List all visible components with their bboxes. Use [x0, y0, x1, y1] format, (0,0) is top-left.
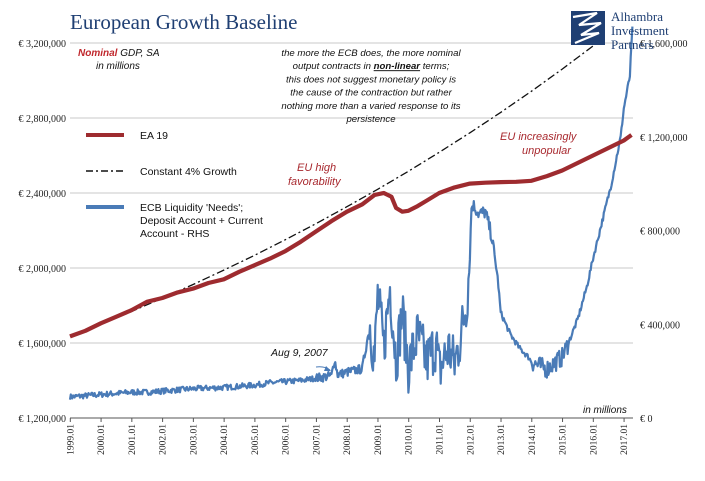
- y-left-tick-label: € 1,200,000: [19, 414, 67, 425]
- annotation-eu-high-2: favorability: [288, 176, 342, 188]
- x-tick-label: 2017.01: [620, 424, 630, 455]
- x-tick-label: 2013.01: [497, 424, 507, 455]
- left-axis: € 1,200,000 € 1,600,000 € 2,000,000 € 2,400…: [19, 39, 67, 425]
- x-tick-label: 2014.01: [528, 424, 538, 455]
- series-layer: [68, 26, 634, 400]
- series-line-ecb-liquidity: [68, 26, 634, 400]
- legend-label-constant: Constant 4% Growth: [140, 166, 237, 178]
- top-note-line: this does not suggest monetary policy is: [286, 74, 456, 85]
- chart-subtitle-units: in millions: [96, 61, 140, 72]
- x-tick-label: 2007.01: [312, 424, 322, 455]
- y-left-tick-label: € 2,800,000: [19, 114, 67, 125]
- x-tick-label: 2012.01: [466, 424, 476, 455]
- top-note: the more the ECB does, the more nominal o…: [281, 48, 461, 125]
- legend-label-ecb-1: ECB Liquidity 'Needs';: [140, 202, 243, 214]
- annotation-arrow-head-icon: [324, 366, 331, 371]
- x-tick-label: 2011.01: [435, 424, 445, 455]
- top-note-line: persistence: [345, 114, 395, 125]
- subtitle-strong: Nominal: [78, 48, 118, 59]
- y-right-tick-label: € 800,000: [640, 227, 680, 238]
- x-tick-label: 2015.01: [559, 424, 569, 455]
- top-note-emphasis: non-linear: [374, 61, 422, 72]
- legend-label-ecb-2: Deposit Account + Current: [140, 215, 263, 227]
- top-note-line: the cause of the contraction but rather: [290, 88, 452, 99]
- x-tick-label: 2001.01: [128, 424, 138, 455]
- legend: EA 19 Constant 4% Growth ECB Liquidity '…: [86, 130, 263, 240]
- right-axis: € 0 € 400,000 € 800,000 € 1,200,000 € 1,600,…: [640, 39, 688, 425]
- y-right-tick-label: € 400,000: [640, 320, 680, 331]
- y-right-tick-label: € 0: [640, 414, 653, 425]
- y-left-tick-label: € 2,000,000: [19, 264, 67, 275]
- series-line-ea19: [69, 133, 633, 339]
- logo-emblem-icon: [571, 11, 605, 45]
- legend-label-ecb-3: Account - RHS: [140, 228, 209, 240]
- logo-line-1: Alhambra: [611, 9, 663, 24]
- y-left-tick-label: € 3,200,000: [19, 39, 67, 50]
- x-tick-label: 2009.01: [374, 424, 384, 455]
- chart-subtitle: Nominal GDP, SA: [78, 48, 160, 59]
- top-note-line: output contracts in non-linear terms;: [293, 61, 450, 72]
- logo-line-2: Investment: [611, 23, 669, 38]
- top-note-line: nothing more than a varied response to i…: [281, 101, 460, 112]
- x-tick-label: 2004.01: [220, 424, 230, 455]
- y-left-tick-label: € 1,600,000: [19, 339, 67, 350]
- legend-label-ea19: EA 19: [140, 130, 168, 142]
- x-tick-label: 2000.01: [97, 424, 107, 455]
- annotation-aug-2007: Aug 9, 2007: [270, 347, 329, 359]
- annotation-eu-high-1: EU high: [297, 162, 336, 174]
- chart-title: European Growth Baseline: [70, 10, 297, 34]
- x-tick-label: 1999.01: [66, 424, 76, 455]
- annotation-eu-unpopular-1: EU increasingly: [500, 131, 578, 143]
- units-note: in millions: [583, 405, 627, 416]
- logo-line-3: Partners: [611, 37, 654, 52]
- x-tick-label: 2016.01: [589, 424, 599, 455]
- y-right-tick-label: € 1,200,000: [640, 133, 688, 144]
- y-left-tick-label: € 2,400,000: [19, 189, 67, 200]
- x-tick-label: 2002.01: [159, 424, 169, 455]
- y-right-tick-label: € 1,600,000: [640, 39, 688, 50]
- x-tick-label: 2005.01: [251, 424, 261, 455]
- x-axis: 1999.01 2000.01 2001.01 2002.01 2003.01 2004.…: [66, 418, 630, 455]
- x-tick-label: 2010.01: [405, 424, 415, 455]
- company-logo: Alhambra Investment Partners: [571, 9, 669, 52]
- grid-lines: [70, 42, 633, 344]
- x-tick-label: 2006.01: [282, 424, 292, 455]
- x-tick-label: 2003.01: [189, 424, 199, 455]
- annotation-eu-unpopular-2: unpopular: [522, 145, 572, 157]
- x-tick-label: 2008.01: [343, 424, 353, 455]
- subtitle-rest: GDP, SA: [117, 48, 159, 59]
- top-note-line: the more the ECB does, the more nominal: [281, 48, 461, 59]
